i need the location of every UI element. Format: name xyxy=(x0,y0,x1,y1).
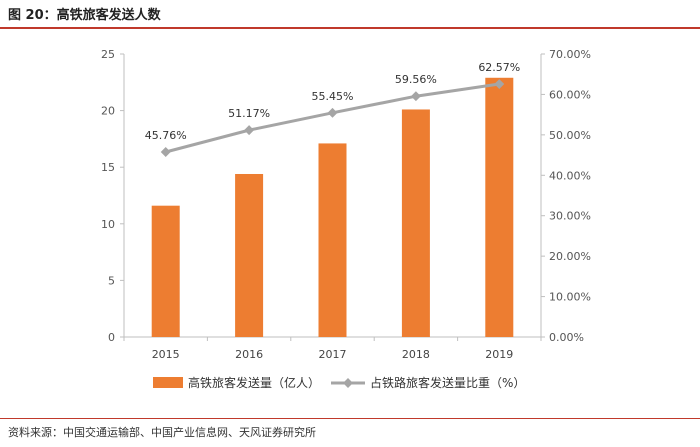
legend-bar-swatch xyxy=(153,377,183,388)
right-tick-label: 0.00% xyxy=(549,331,584,344)
share-data-label: 51.17% xyxy=(228,107,270,120)
footer-rule xyxy=(0,418,700,419)
share-point-2015 xyxy=(160,147,171,157)
left-tick-label: 0 xyxy=(108,331,115,344)
share-point-2016 xyxy=(244,125,255,136)
x-tick-label: 2019 xyxy=(485,348,513,361)
title-rule xyxy=(0,27,700,29)
combo-chart: 0 5 10 15 20 25 0.00% 10.00% 20.00% 30.00% 40.00% 5… xyxy=(101,48,591,390)
share-data-label: 62.57% xyxy=(478,61,520,74)
left-tick-label: 15 xyxy=(101,161,115,174)
x-tick-label: 2016 xyxy=(235,348,263,361)
source-note: 资料来源：中国交通运输部、中国产业信息网、天风证券研究所 xyxy=(8,426,316,439)
right-tick-label: 10.00% xyxy=(549,291,591,304)
legend-line-label: 占铁路旅客发送量比重（%） xyxy=(370,375,525,390)
x-tick-label: 2017 xyxy=(319,348,347,361)
share-point-2017 xyxy=(327,107,338,118)
bar-2015 xyxy=(151,205,180,337)
legend-line-marker xyxy=(343,378,353,388)
bar-2016 xyxy=(235,173,264,337)
share-data-label: 59.56% xyxy=(395,73,437,86)
x-tick-label: 2015 xyxy=(152,348,180,361)
right-tick-label: 20.00% xyxy=(549,250,591,263)
share-data-label: 45.76% xyxy=(145,129,187,142)
right-tick-label: 40.00% xyxy=(549,169,591,182)
share-point-2018 xyxy=(410,91,421,102)
left-tick-label: 10 xyxy=(101,218,115,231)
left-tick-label: 5 xyxy=(108,274,115,287)
legend-bar-label: 高铁旅客发送量（亿人） xyxy=(188,375,320,390)
share-data-label: 55.45% xyxy=(312,90,354,103)
bar-2018 xyxy=(401,109,430,337)
bar-2019 xyxy=(485,77,514,337)
left-tick-label: 25 xyxy=(101,48,115,61)
right-tick-label: 30.00% xyxy=(549,210,591,223)
left-tick-label: 20 xyxy=(101,105,115,118)
right-tick-label: 60.00% xyxy=(549,88,591,101)
bar-2017 xyxy=(318,143,347,337)
x-tick-label: 2018 xyxy=(402,348,430,361)
right-tick-label: 50.00% xyxy=(549,129,591,142)
figure-title: 图 20：高铁旅客发送人数 xyxy=(8,8,161,23)
right-tick-label: 70.00% xyxy=(549,48,591,61)
